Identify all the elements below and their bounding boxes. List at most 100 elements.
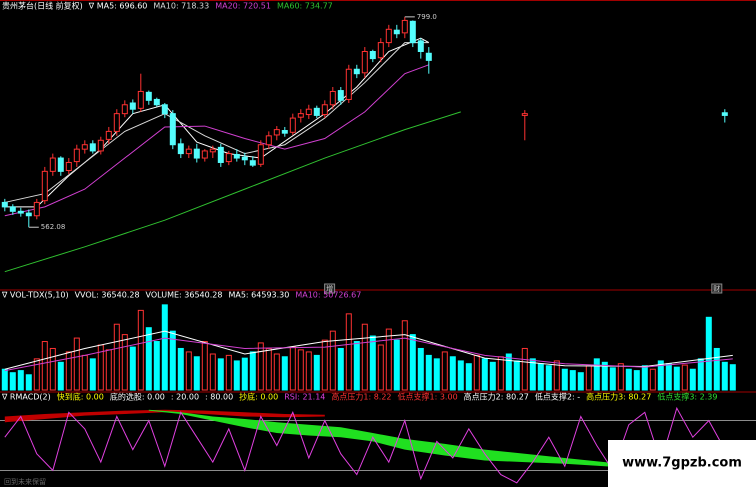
candle-body [201,150,208,159]
panel-legend: : 20.00 [171,393,199,402]
volume-bar [633,370,640,391]
panel-legend: MA20: 720.51 [215,2,271,11]
volume-bar [569,370,576,391]
candle-body [217,146,224,163]
volume-bar [585,365,592,391]
volume-bar [193,356,200,391]
volume-bar [409,334,416,391]
volume-bar [625,368,632,391]
volume-bar [665,363,672,391]
candle-body [353,68,360,75]
volume-bar [473,354,480,391]
volume-bar [169,330,176,391]
volume-bar [457,360,464,391]
volume-bar [177,347,184,391]
event-label: 财 [713,284,720,293]
panel-legend: 高点压力3: 80.27 [586,392,651,402]
candle-body [409,20,416,44]
volume-bar [609,367,616,391]
volume-bar [249,351,256,391]
volume-bar [225,354,232,391]
panel-legend: VVOL: 36540.28 [75,291,140,300]
volume-bar [681,364,688,391]
candle-body [9,206,16,212]
event-marker [324,283,336,294]
annotation: 562.08 [41,223,66,231]
candle-body [321,104,328,116]
volume-bar [401,320,408,391]
candle-body [265,135,272,146]
volume-bar [105,349,112,391]
candle-body [329,90,336,106]
volume-bar [617,363,624,391]
candle-body [129,102,136,110]
volume-bar [9,372,16,391]
candle-body [385,28,392,44]
volume-bar [209,353,216,391]
candle-body [721,112,728,116]
volume-bar [57,361,64,391]
volume-bar [649,368,656,391]
volume-bar [273,353,280,391]
volume-bar [377,344,384,391]
panel-legend: 抄底: 0.00 [239,392,278,402]
volume-bar [345,313,352,391]
candle-body [249,160,256,166]
candle-body [113,113,120,132]
volume-bar [217,358,224,391]
volume-bar [729,364,736,391]
candle-body [185,148,192,155]
volume-bar [385,328,392,391]
volume-bar [49,347,56,391]
candle-body [153,98,160,106]
event-label: 增 [326,284,333,293]
candle-body [417,40,424,52]
candle-body [225,153,232,163]
candle-body [297,113,304,118]
volume-bar [81,354,88,391]
candle-body [193,148,200,159]
candle-body [41,170,48,202]
volume-bar [689,368,696,391]
volume-bar [25,374,32,391]
volume-bar [65,351,72,391]
volume-bar [297,349,304,391]
volume-bar [33,358,40,391]
panel-legend: 低点支撑1: 3.00 [398,392,458,402]
volume-bar [705,316,712,391]
volume-bar [73,337,80,391]
volume-bar [233,360,240,391]
volume-bar [129,346,136,391]
candle-body [137,90,144,109]
candle-body [337,90,344,101]
candle-body [89,143,96,152]
volume-bar [465,363,472,391]
volume-bar [121,334,128,391]
candle-body [81,144,88,150]
panel-legend: ∇ VOL-TDX(5,10) [1,291,69,300]
candle-body [305,108,312,116]
volume-bar [537,363,544,391]
volume-bar [257,342,264,391]
volume-bar [489,361,496,391]
volume-bar [305,351,312,391]
candle-body [65,161,72,171]
candle-body [241,156,248,161]
volume-bar [657,360,664,391]
indicator-line [4,64,429,217]
candle-body [425,52,432,61]
volume-bar [561,368,568,391]
volume-bar [281,356,288,391]
volume-bar [353,341,360,391]
volume-bar [505,353,512,391]
volume-bar [369,335,376,391]
volume-bar [417,347,424,391]
candle-body [73,148,80,163]
volume-bar [441,351,448,391]
volume-bar [433,358,440,391]
candle-body [281,130,288,134]
panel-legend: : 80.00 [205,393,233,402]
candle-body [289,117,296,133]
